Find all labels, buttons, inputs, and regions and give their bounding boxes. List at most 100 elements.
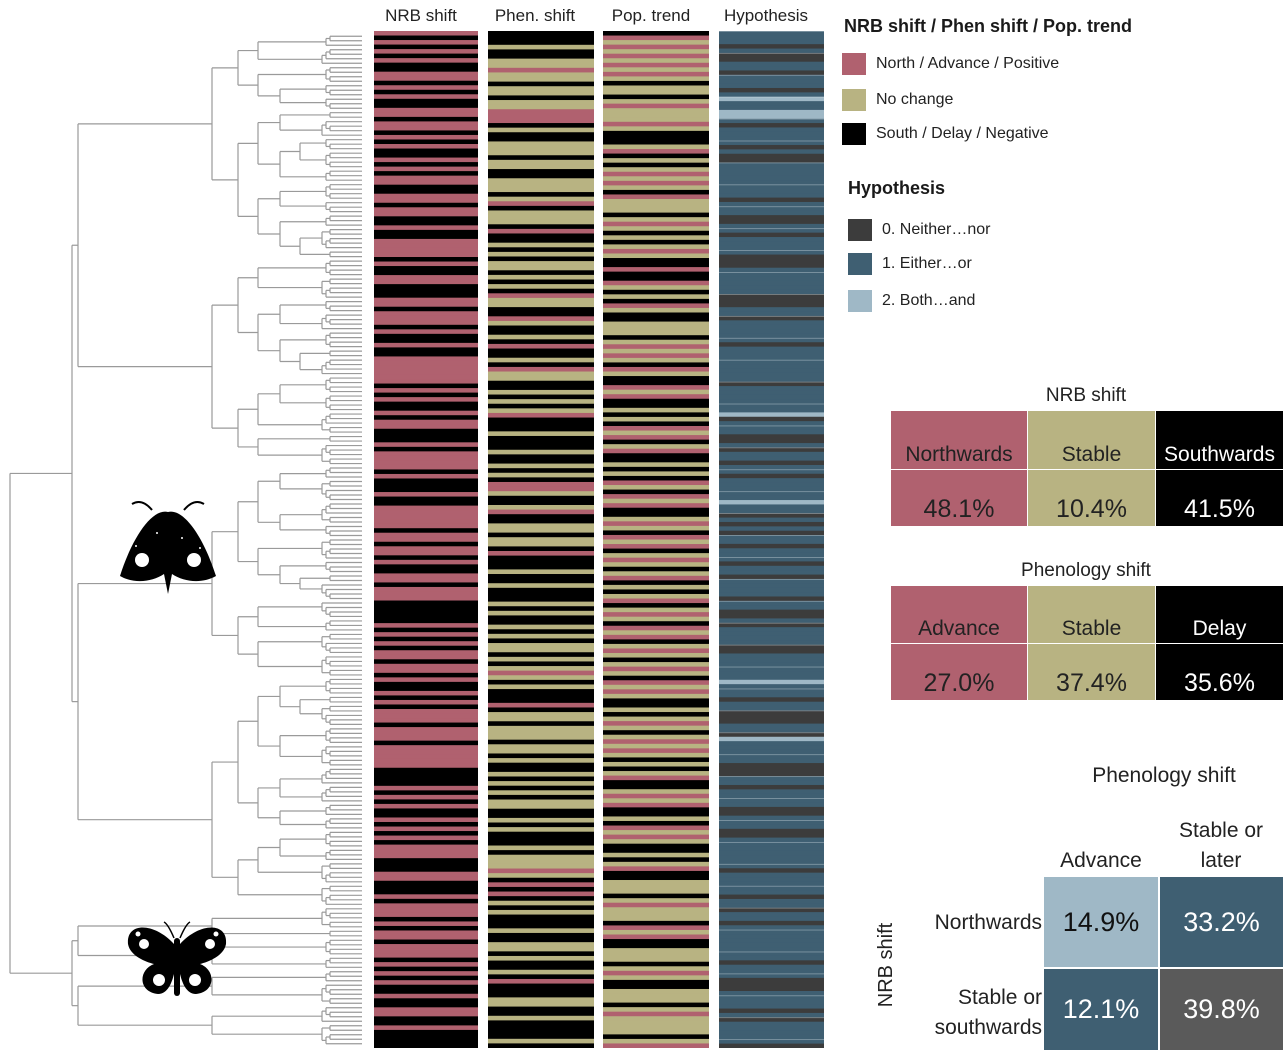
hyp-stripe [719,662,824,668]
nrb-stripe [374,686,478,692]
pop-stripe [603,94,709,100]
phen-stripe [488,238,594,244]
nrb-stripe [374,31,478,37]
hyp-stripe [719,131,824,137]
nrb-stripe [374,822,478,828]
hyp-stripe [719,193,824,199]
hyp-stripe [719,114,824,120]
hyp-stripe [719,723,824,729]
nrb-stripe [374,360,478,367]
nrb-stripe [374,193,478,199]
hyp-stripe [719,188,824,194]
nrb-stripe [374,112,478,118]
nrb-stripe [374,198,478,204]
nrb-stripe [374,302,478,308]
hyp-stripe [719,215,824,221]
legend-item-hyp2: 2. Both…and [848,290,975,312]
hyp-stripe [719,250,824,256]
pop-stripe [603,539,709,545]
nrb-stripe [374,609,478,615]
nrb-stripe [374,550,478,556]
phen-stripe [488,495,594,501]
hyp-stripe [719,416,824,422]
hyp-stripe [719,912,824,918]
nrb-stripe [374,419,478,425]
legend-item-north: North / Advance / Positive [842,53,1059,75]
pop-stripe [603,317,709,323]
nrb-stripe [374,351,478,358]
nrb-stripe [374,618,478,624]
pop-stripe [603,643,709,650]
nrb-stripe [374,365,478,371]
hyp-stripe [719,995,824,1001]
phen-stripe [488,652,594,658]
phen-stripe [488,886,594,893]
pop-stripe [603,489,709,495]
nrb-stripe [374,347,478,353]
nrb-stripe [374,880,478,886]
hyp-stripe [719,399,824,405]
pop-stripe [603,167,709,173]
hyp-separator [719,96,824,98]
nrb-stripe [374,713,478,719]
hyp-separator [719,754,824,756]
nrb-stripe [374,858,478,864]
hyp-stripe [719,351,824,356]
hyp-stripe [719,543,824,549]
phen-stripe [488,808,594,814]
pop-stripe [603,866,709,872]
phen-stripe [488,146,594,152]
phen-stripe [488,233,594,239]
hyp-separator [719,184,824,186]
pop-stripe [603,67,709,73]
phen-stripe [488,551,594,557]
phen-stripe [488,330,594,336]
hyp-separator [719,1039,824,1041]
phen-stripe [488,1029,594,1035]
phen-stripe [488,633,594,640]
nrb-stripe [374,948,478,954]
pop-stripe [603,544,709,550]
pop-stripe [603,1043,709,1048]
pop-stripe [603,861,709,867]
pop-stripe [603,475,709,482]
nrb-stripe [374,284,478,290]
nrb-stripe [374,478,478,484]
nrb-stripe [374,148,478,154]
phen-stripe [488,307,594,313]
phen-stripe [488,942,594,948]
nrb-stripe [374,103,478,109]
hyp-stripe [719,649,824,655]
nrb-stripe [374,718,478,724]
hyp-stripe [719,96,824,102]
nrb-stripe [374,67,478,73]
phen-stripe [488,127,594,133]
phen-stripe [488,638,594,644]
hyp-stripe [719,776,824,782]
phen-stripe [488,136,594,143]
nrb-stripe [374,252,478,258]
phen-stripe [488,937,594,943]
pop-stripe [603,603,709,609]
phen-stripe [488,150,594,156]
pop-stripe [603,725,709,731]
pop-stripe [603,848,709,854]
pop-stripe [603,480,709,486]
hyp-stripe [719,885,824,891]
legend-label-no-change: No change [876,91,954,108]
pop-stripe [603,730,709,736]
phen-stripe [488,113,594,120]
hyp-separator [719,52,824,54]
pop-stripe [603,262,709,268]
hyp-separator [719,491,824,493]
phen-stripe [488,132,594,138]
hyp-separator [719,337,824,339]
phen-stripe [488,67,594,74]
pop-stripe [603,662,709,668]
nrb-stripe [374,709,478,715]
nrb-stripe [374,383,478,389]
pop-stripe [603,80,709,87]
hyp-separator [719,732,824,734]
nrb-stripe [374,329,478,335]
hyp-separator [719,600,824,602]
